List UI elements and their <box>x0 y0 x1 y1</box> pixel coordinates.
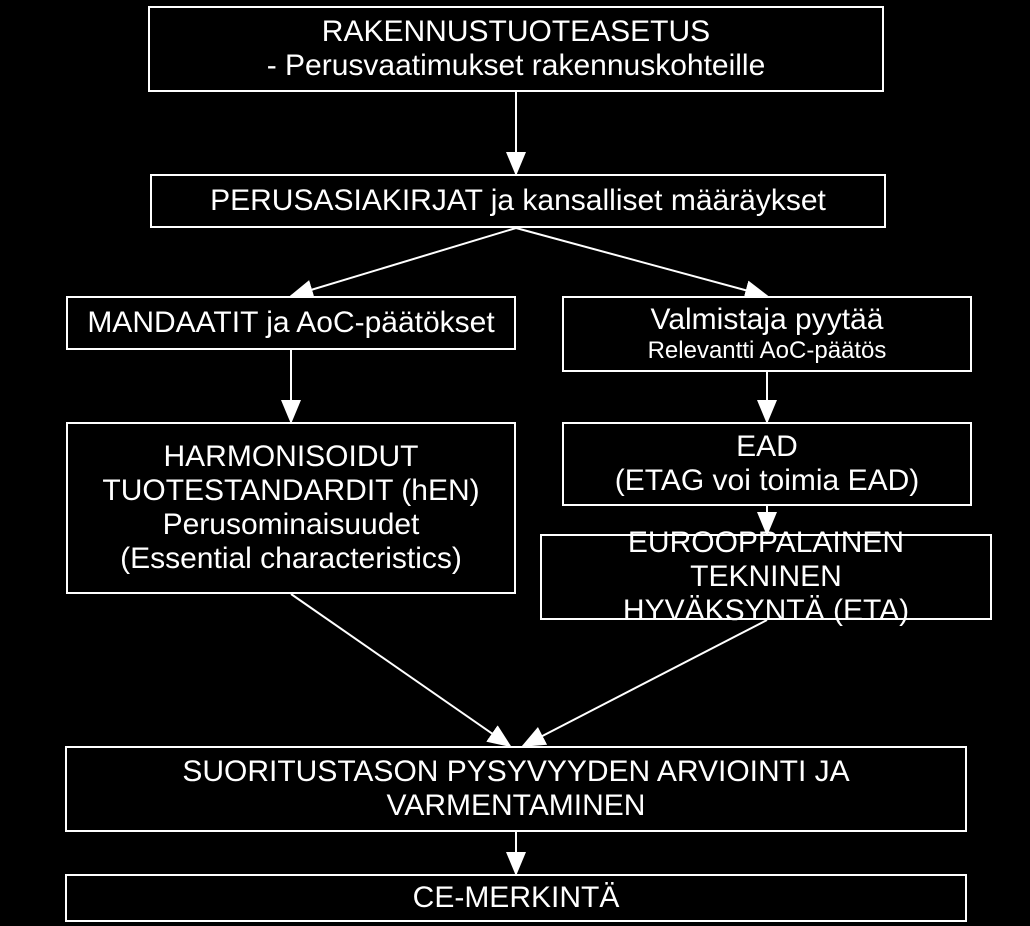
text-line: (Essential characteristics) <box>120 542 462 576</box>
box-mandaatit: MANDAATIT ja AoC-päätökset <box>66 296 516 350</box>
text-line: MANDAATIT ja AoC-päätökset <box>87 306 494 340</box>
text-line: EAD <box>736 430 798 464</box>
text-line: PERUSASIAKIRJAT ja kansalliset määräykse… <box>210 184 826 218</box>
text-line: TUOTESTANDARDIT (hEN) <box>102 474 479 508</box>
box-rakennustuoteasetus: RAKENNUSTUOTEASETUS - Perusvaatimukset r… <box>148 6 884 92</box>
text-line: - Perusvaatimukset rakennuskohteille <box>267 49 766 83</box>
text-line: VARMENTAMINEN <box>387 789 646 823</box>
box-ce-merkinta: CE-MERKINTÄ <box>65 874 967 922</box>
box-harmonisoidut: HARMONISOIDUT TUOTESTANDARDIT (hEN) Peru… <box>66 422 516 594</box>
text-line: EUROOPPALAINEN TEKNINEN <box>558 526 974 594</box>
text-line: Relevantti AoC-päätös <box>648 337 887 365</box>
text-line: Perusominaisuudet <box>163 508 420 542</box>
box-eta: EUROOPPALAINEN TEKNINEN HYVÄKSYNTÄ (ETA) <box>540 534 992 620</box>
box-perusasiakirjat: PERUSASIAKIRJAT ja kansalliset määräykse… <box>150 174 886 228</box>
text-line: CE-MERKINTÄ <box>413 881 620 915</box>
box-ead: EAD (ETAG voi toimia EAD) <box>562 422 972 506</box>
text-line: HARMONISOIDUT <box>164 440 419 474</box>
text-line: HYVÄKSYNTÄ (ETA) <box>623 594 909 628</box>
box-suoritustason: SUORITUSTASON PYSYVYYDEN ARVIOINTI JA VA… <box>65 746 967 832</box>
text-line: (ETAG voi toimia EAD) <box>615 464 920 498</box>
text-line: Valmistaja pyytää <box>651 303 884 337</box>
text-line: RAKENNUSTUOTEASETUS <box>322 15 710 49</box>
text-line: SUORITUSTASON PYSYVYYDEN ARVIOINTI JA <box>182 755 849 789</box>
box-valmistaja: Valmistaja pyytää Relevantti AoC-päätös <box>562 296 972 372</box>
